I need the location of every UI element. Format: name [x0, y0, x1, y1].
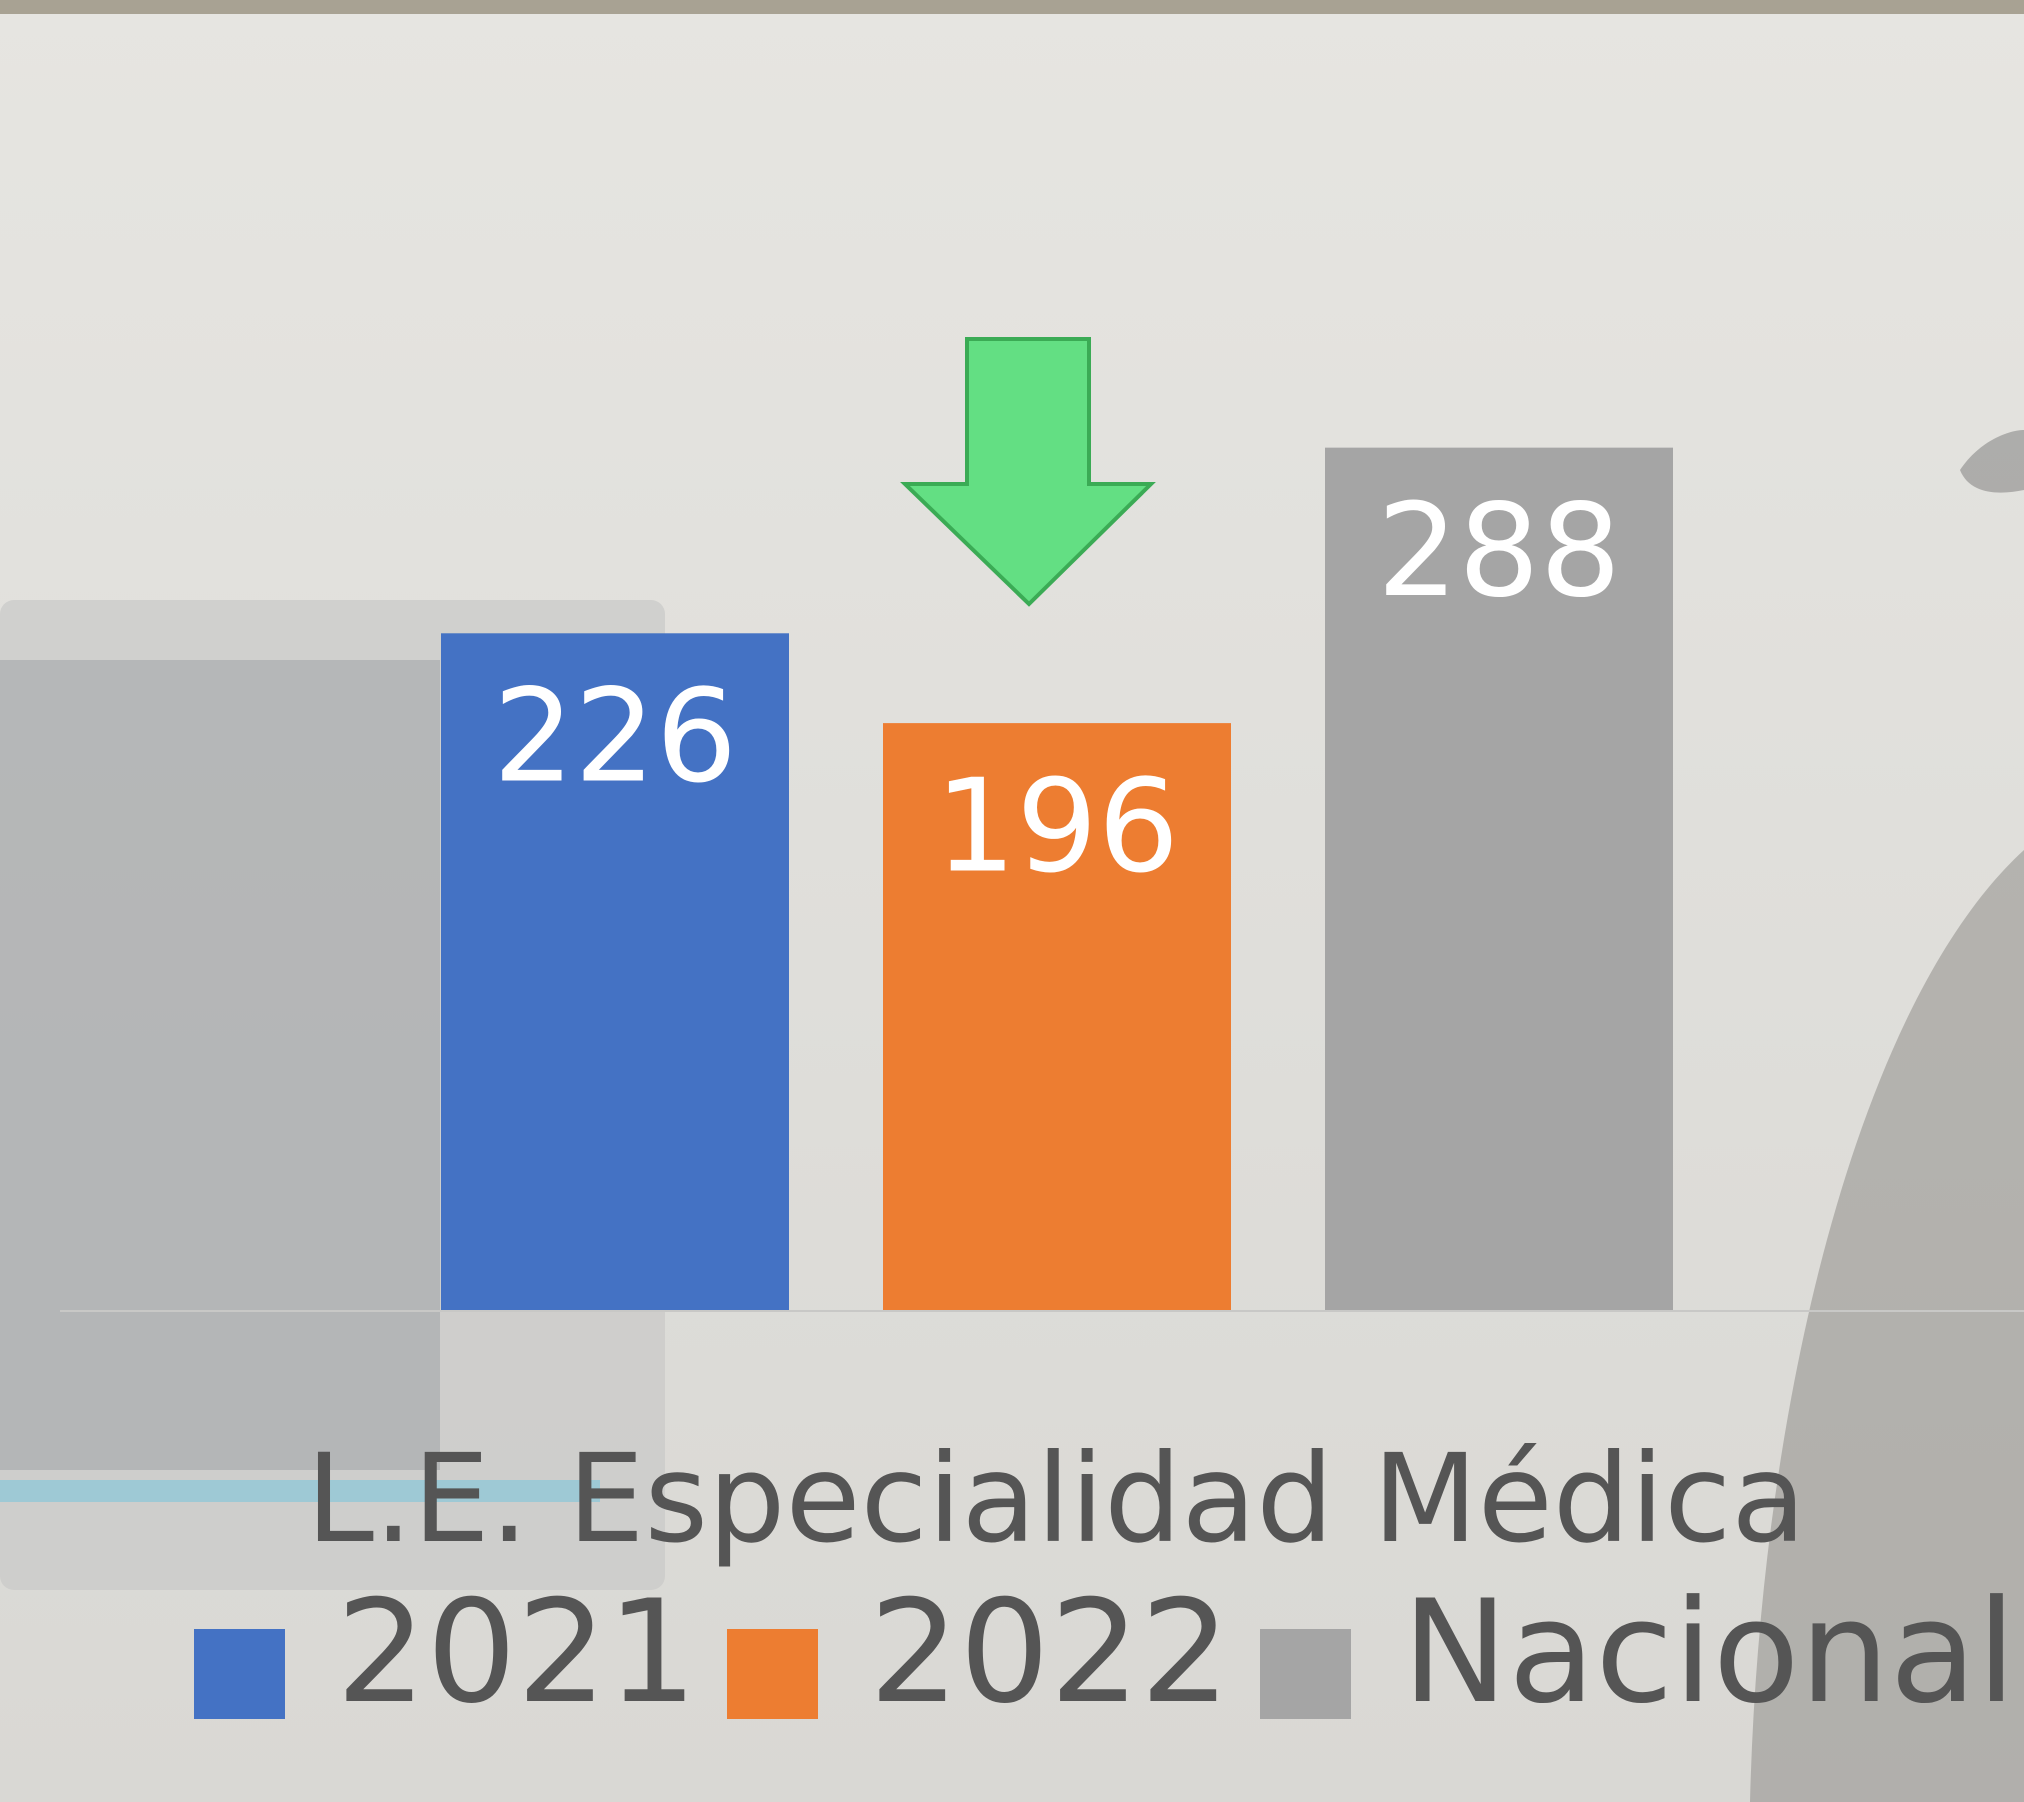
- legend-label: Nacional: [1402, 1570, 2016, 1735]
- legend-swatch: [194, 1629, 285, 1719]
- legend-swatch: [727, 1629, 818, 1719]
- down-arrow: [900, 337, 1156, 607]
- data-label: 288: [1377, 477, 1621, 626]
- person-shape: [1750, 850, 2024, 1802]
- screen-shape: [0, 660, 440, 1470]
- category-label: L.E. Especialidad Médica: [306, 1428, 1806, 1570]
- bar: [441, 633, 789, 1310]
- legend-label: 2021: [336, 1570, 697, 1735]
- person-shape: [1960, 430, 2024, 493]
- bar: [883, 723, 1231, 1310]
- top-border: [0, 0, 2024, 14]
- legend-label: 2022: [869, 1570, 1230, 1735]
- taskbar-shape: [0, 1480, 600, 1502]
- data-label: 226: [493, 662, 737, 811]
- legend-swatch: [1260, 1629, 1351, 1719]
- data-label: 196: [935, 752, 1179, 901]
- bar: [1325, 447, 1673, 1310]
